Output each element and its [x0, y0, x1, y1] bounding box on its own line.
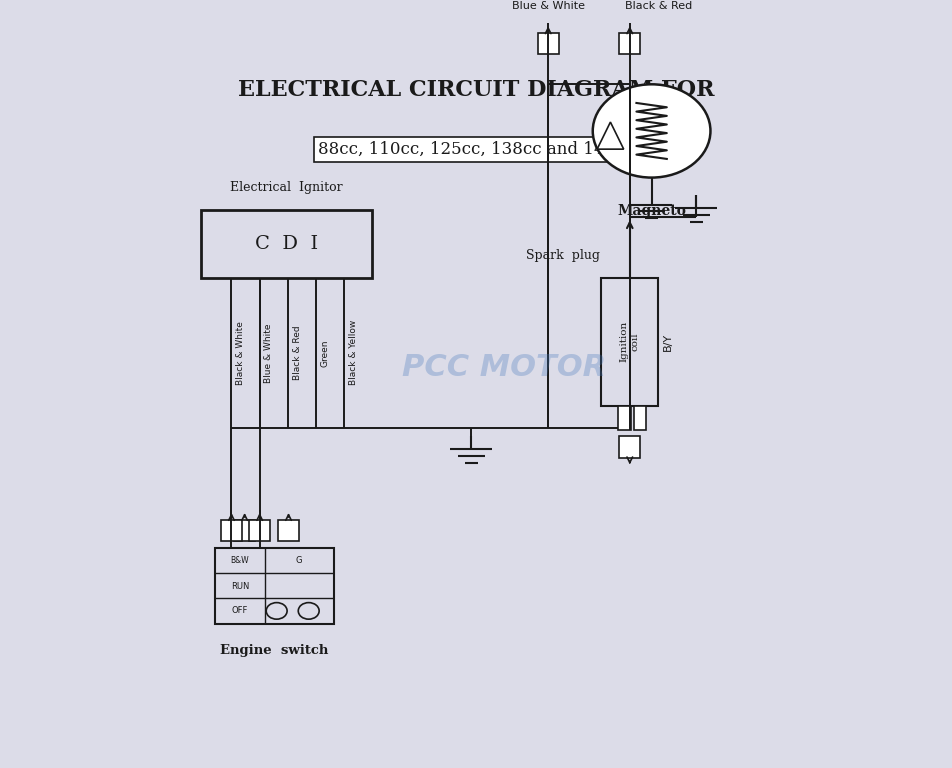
Circle shape	[593, 84, 710, 177]
Text: B/Y: B/Y	[663, 333, 673, 351]
Bar	[634, 406, 645, 429]
Text: Black & Yellow: Black & Yellow	[349, 320, 358, 386]
Text: 88cc, 110cc, 125cc, 138cc and 140cc: 88cc, 110cc, 125cc, 138cc and 140cc	[318, 141, 634, 158]
Text: RUN: RUN	[230, 581, 249, 591]
Text: Black & White: Black & White	[236, 321, 246, 385]
Text: OFF: OFF	[231, 607, 248, 615]
Bar	[620, 435, 640, 458]
Bar	[221, 520, 242, 541]
Text: Electrical  Ignitor: Electrical Ignitor	[229, 181, 343, 194]
Text: B&W: B&W	[230, 556, 249, 565]
Text: G: G	[296, 556, 303, 565]
Bar	[278, 520, 299, 541]
Text: Green: Green	[321, 339, 329, 366]
Text: Black & Red: Black & Red	[292, 326, 302, 380]
Text: Black & Red: Black & Red	[625, 1, 692, 11]
Bar	[602, 278, 658, 406]
Text: C  D  I: C D I	[254, 235, 318, 253]
Bar	[619, 406, 631, 429]
Text: Ignition
coil: Ignition coil	[620, 321, 640, 362]
Polygon shape	[597, 122, 624, 149]
Bar	[620, 33, 640, 55]
Bar	[201, 210, 371, 278]
Text: Spark  plug: Spark plug	[526, 249, 601, 262]
Text: Magneto: Magneto	[617, 204, 686, 218]
Text: ELECTRICAL CIRCUIT DIAGRAM FOR: ELECTRICAL CIRCUIT DIAGRAM FOR	[238, 78, 714, 101]
Bar	[538, 33, 559, 55]
Text: Blue & White: Blue & White	[511, 1, 585, 11]
Text: Engine  switch: Engine switch	[220, 644, 328, 657]
Text: Blue & White: Blue & White	[265, 323, 273, 382]
Bar	[249, 520, 270, 541]
Bar	[234, 520, 255, 541]
Text: PCC MOTOR: PCC MOTOR	[403, 353, 606, 382]
Bar	[215, 548, 333, 624]
